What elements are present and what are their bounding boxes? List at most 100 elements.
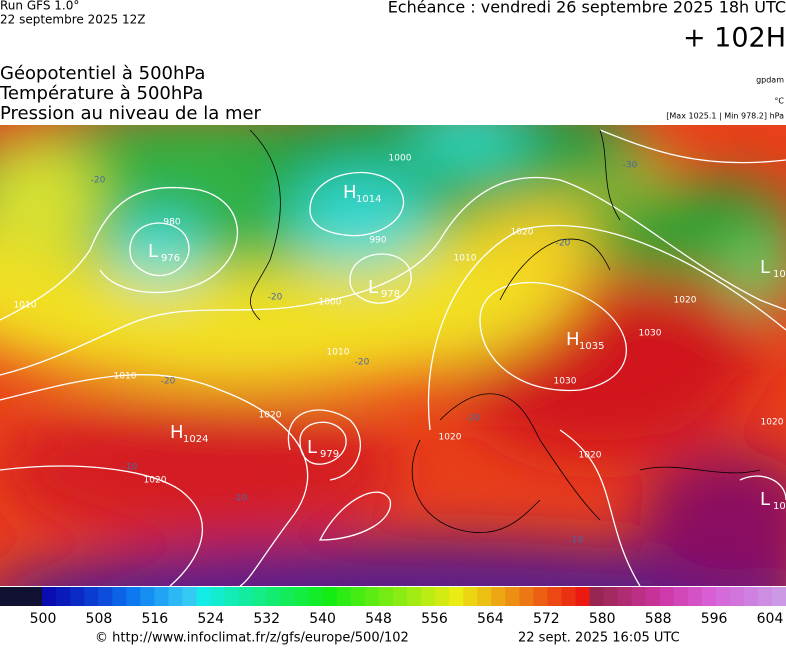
isobar-label: 1030 <box>554 377 577 387</box>
colorbar-tick-label: 524 <box>197 611 224 627</box>
colorbar-swatch <box>238 587 254 606</box>
colorbar-swatch <box>729 587 745 606</box>
center-value: 976 <box>161 253 180 264</box>
center-value: 1014 <box>356 194 381 205</box>
isobar-label: 990 <box>369 236 386 246</box>
isobar-label: 1010 <box>14 301 37 311</box>
colorbar-tick-label: 540 <box>309 611 336 627</box>
isobar-label: 1020 <box>439 433 462 443</box>
colorbar-swatch <box>659 587 675 606</box>
isotherm-label: -30 <box>623 161 638 171</box>
center-letter: H <box>170 422 184 443</box>
source: © http://www.infoclimat.fr/z/gfs/europe/… <box>95 631 409 646</box>
colorbar-swatch <box>182 587 197 606</box>
colorbar-swatch <box>210 587 226 606</box>
isotherm-label: -20 <box>91 176 106 186</box>
colorbar-swatch <box>393 587 408 606</box>
field: Pression au niveau de la mer <box>0 103 262 124</box>
isotherm-label: -20 <box>466 414 481 424</box>
isobar-label: 1020 <box>144 476 167 486</box>
colorbar-swatch <box>112 587 127 606</box>
colorbar-swatch <box>771 587 786 606</box>
colorbar-tick-label: 516 <box>141 611 168 627</box>
colorbar-swatch <box>575 587 590 606</box>
colorbar-tick-label: 604 <box>757 611 784 627</box>
isobar-label: 980 <box>163 218 180 228</box>
colorbar-swatch <box>477 587 492 606</box>
colorbar-swatch <box>743 587 759 606</box>
isobar-label: 1030 <box>639 329 662 339</box>
colorbar-swatch <box>0 587 15 606</box>
colorbar-swatch <box>308 587 324 606</box>
colorbar-swatch <box>154 587 169 606</box>
colorbar-tick-label: 500 <box>30 611 57 627</box>
colorbar-swatch <box>505 587 520 606</box>
isotherm-label: -20 <box>355 358 370 368</box>
valid-time: Echéance : vendredi 26 septembre 2025 18… <box>388 0 786 17</box>
colorbar-swatch <box>519 587 534 606</box>
colorbar-swatch <box>701 587 717 606</box>
isobar-label: 1000 <box>389 154 412 164</box>
colorbar-swatch <box>715 587 731 606</box>
colorbar-swatch <box>350 587 366 606</box>
colorbar-swatch <box>280 587 296 606</box>
colorbar-tick-label: 572 <box>533 611 560 627</box>
isotherm-label: -20 <box>268 293 283 303</box>
colorbar-swatch <box>28 587 43 606</box>
colorbar-swatch <box>449 587 464 606</box>
center-value: 1035 <box>579 341 604 352</box>
center-letter: L <box>760 257 770 278</box>
colorbar-swatch <box>140 587 155 606</box>
colorbar-swatch <box>336 587 352 606</box>
colorbar-swatch <box>491 587 506 606</box>
colorbar-swatch <box>533 587 548 606</box>
colorbar-tick-label: 596 <box>701 611 728 627</box>
colorbar-swatch <box>56 587 71 606</box>
map <box>0 125 786 586</box>
colorbar-swatch <box>589 587 605 606</box>
colorbar-swatch <box>673 587 689 606</box>
colorbar-swatch <box>294 587 310 606</box>
center-value: 10 <box>773 269 786 280</box>
colorbar-swatch <box>98 587 113 606</box>
colorbar-swatch <box>561 587 576 606</box>
colorbar-swatch <box>435 587 450 606</box>
center-letter: L <box>148 241 158 262</box>
center-letter: H <box>343 182 357 203</box>
colorbar-swatch <box>631 587 647 606</box>
colorbar-tick-label: 548 <box>365 611 392 627</box>
field: Température à 500hPa <box>0 83 203 104</box>
lead-time: + 102H <box>683 23 786 54</box>
colorbar-swatch <box>463 587 478 606</box>
colorbar-swatch <box>617 587 633 606</box>
center-value: 10 <box>773 501 786 512</box>
field: Géopotentiel à 500hPa <box>0 63 205 84</box>
unit: gpdam <box>756 76 784 85</box>
colorbar-swatch <box>547 587 562 606</box>
isotherm-label: -20 <box>161 377 176 387</box>
colorbar-swatch <box>407 587 422 606</box>
run: Run GFS 1.0° <box>0 0 79 13</box>
center-letter: H <box>566 329 580 350</box>
colorbar-tick-label: 588 <box>645 611 672 627</box>
center-value: 979 <box>320 449 339 460</box>
isobar-label: 1020 <box>761 418 784 428</box>
colorbar-swatch <box>421 587 436 606</box>
isobar-label: 1020 <box>674 296 697 306</box>
center-letter: L <box>307 437 317 458</box>
isobar-label: 1010 <box>454 254 477 264</box>
colorbar-tick-label: 532 <box>253 611 280 627</box>
colorbar-swatch <box>84 587 99 606</box>
colorbar-swatch <box>322 587 338 606</box>
colorbar-swatch <box>645 587 661 606</box>
colorbar-swatch <box>14 587 29 606</box>
colorbar-swatch <box>687 587 703 606</box>
colorbar-swatch <box>70 587 85 606</box>
colorbar-swatch <box>252 587 268 606</box>
center-value: 978 <box>381 289 400 300</box>
colorbar-swatch <box>42 587 57 606</box>
colorbar-swatch <box>196 587 212 606</box>
isobar-label: 1020 <box>511 228 534 238</box>
colorbar-swatch <box>378 587 394 606</box>
